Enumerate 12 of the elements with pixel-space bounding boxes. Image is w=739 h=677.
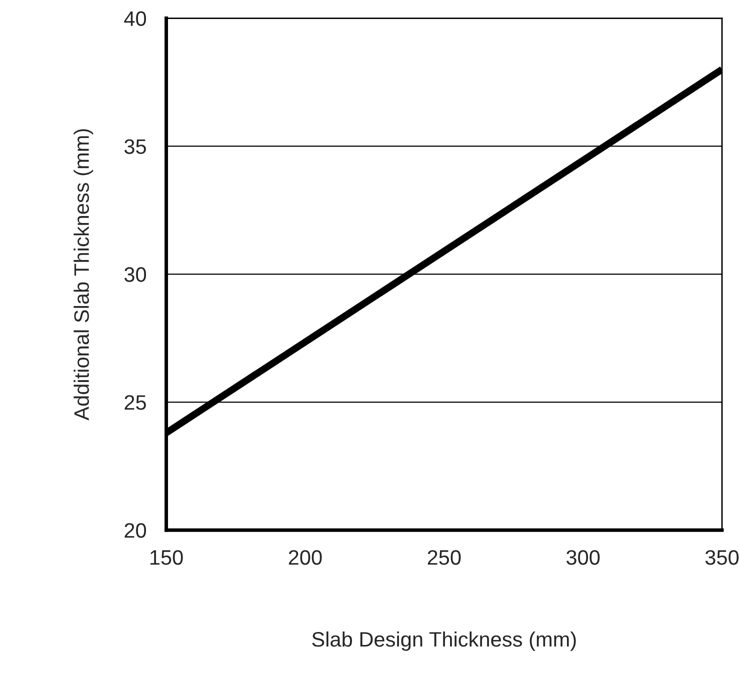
- x-tick-label: 250: [428, 550, 461, 565]
- x-tick-label: 350: [705, 550, 739, 565]
- y-tick-label: 30: [124, 267, 146, 282]
- x-axis-title: Slab Design Thickness (mm): [312, 631, 576, 651]
- x-tick-label: 150: [150, 550, 183, 565]
- x-tick-label: 200: [288, 550, 322, 565]
- y-tick-label: 40: [124, 11, 146, 26]
- x-tick-label: 300: [566, 550, 600, 565]
- y-axis-title: Additional Slab Thickness (mm): [74, 129, 94, 420]
- y-tick-label: 25: [124, 395, 146, 410]
- y-tick-label: 35: [124, 139, 146, 154]
- y-tick-label: 20: [124, 523, 146, 538]
